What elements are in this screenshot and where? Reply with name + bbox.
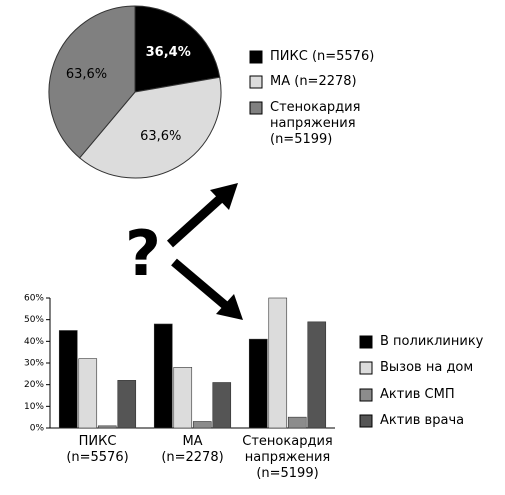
y-tick-label: 40% <box>24 337 44 347</box>
legend-swatch <box>249 75 263 89</box>
arrow-down <box>171 258 243 320</box>
legend-swatch <box>359 388 373 402</box>
legend-swatch <box>249 50 263 64</box>
pie-slice <box>48 5 136 159</box>
slice-label: 63,6% <box>66 67 107 82</box>
legend-label: МА (n=2278) <box>270 74 357 89</box>
legend-label: Актив СМП <box>380 387 455 402</box>
bar <box>287 416 307 429</box>
bar <box>117 380 137 429</box>
y-tick-label: 0% <box>30 424 45 434</box>
x-tick-label: МА (n=2278) <box>161 434 224 465</box>
legend-swatch <box>359 335 373 349</box>
y-tick-label: 20% <box>24 380 44 390</box>
legend-swatch <box>359 361 373 375</box>
bar <box>212 382 232 429</box>
bar <box>97 425 117 429</box>
bar <box>153 323 173 429</box>
y-tick-label: 60% <box>24 294 44 304</box>
pie-slice <box>134 5 221 93</box>
legend-swatch <box>359 414 373 428</box>
legend-label: Актив врача <box>380 413 465 428</box>
legend-label: Стенокардия напряжения (n=5199) <box>270 100 361 147</box>
y-tick-label: 30% <box>24 359 44 369</box>
legend-label: В поликлинику <box>380 334 484 349</box>
slice-label: 36,4% <box>146 45 191 60</box>
bar <box>192 421 212 429</box>
bar <box>268 297 288 429</box>
x-tick-label: ПИКС (n=5576) <box>66 434 129 465</box>
y-tick-label: 50% <box>24 315 44 325</box>
bar <box>173 367 193 429</box>
pie-slice <box>78 76 222 179</box>
y-tick-label: 10% <box>24 402 44 412</box>
legend-swatch <box>249 101 263 115</box>
bar <box>78 358 98 429</box>
bar <box>58 330 78 429</box>
legend-label: Вызов на дом <box>380 360 474 375</box>
bar <box>248 338 268 429</box>
question-mark: ? <box>125 217 161 290</box>
slice-label: 63,6% <box>140 129 181 144</box>
legend-label: ПИКС (n=5576) <box>270 49 375 64</box>
arrow-up <box>166 183 238 248</box>
bar <box>307 321 327 429</box>
x-tick-label: Стенокардия напряжения (n=5199) <box>242 434 333 481</box>
